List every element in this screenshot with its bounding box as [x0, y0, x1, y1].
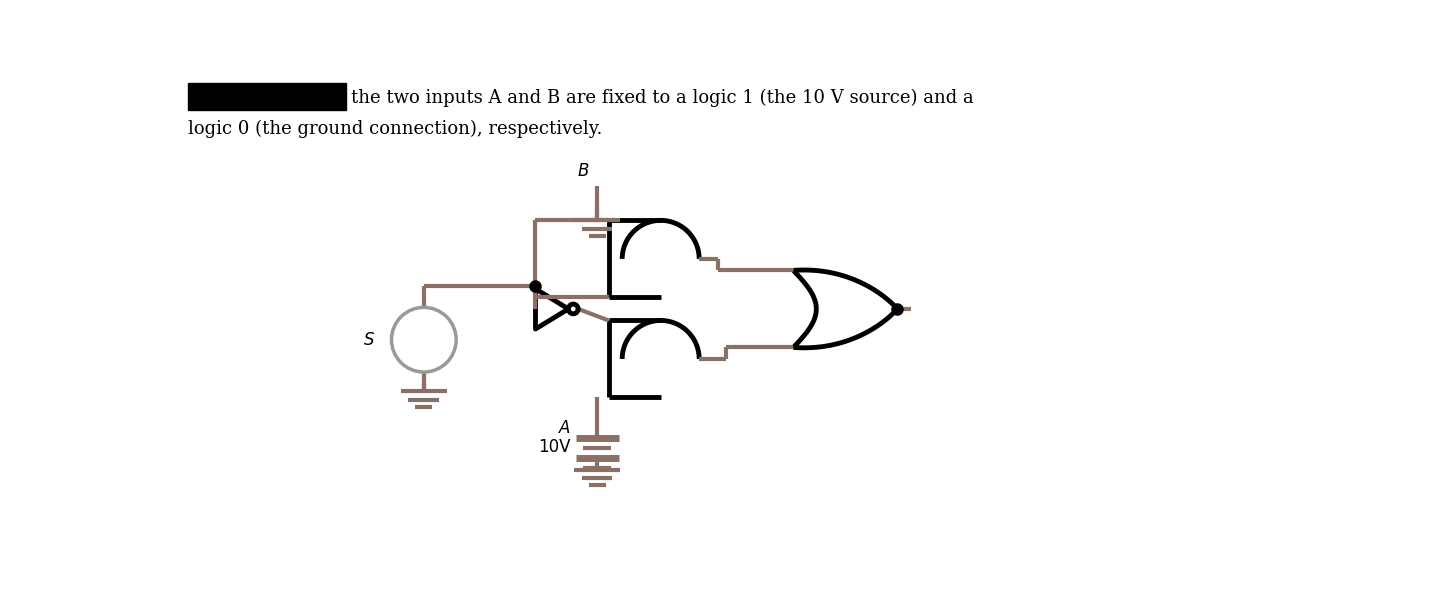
Text: +: + [418, 321, 430, 334]
Circle shape [392, 307, 456, 372]
Text: 10V: 10V [537, 438, 571, 456]
Text: B: B [578, 161, 590, 179]
Text: the two inputs A and B are fixed to a logic 1 (the 10 V source) and a: the two inputs A and B are fixed to a lo… [351, 89, 973, 107]
Circle shape [568, 304, 578, 314]
Text: S: S [364, 331, 375, 349]
Text: −: − [418, 345, 430, 359]
Text: A: A [559, 419, 571, 437]
Text: logic 0 (the ground connection), respectively.: logic 0 (the ground connection), respect… [189, 120, 603, 138]
Bar [189, 83, 346, 110]
